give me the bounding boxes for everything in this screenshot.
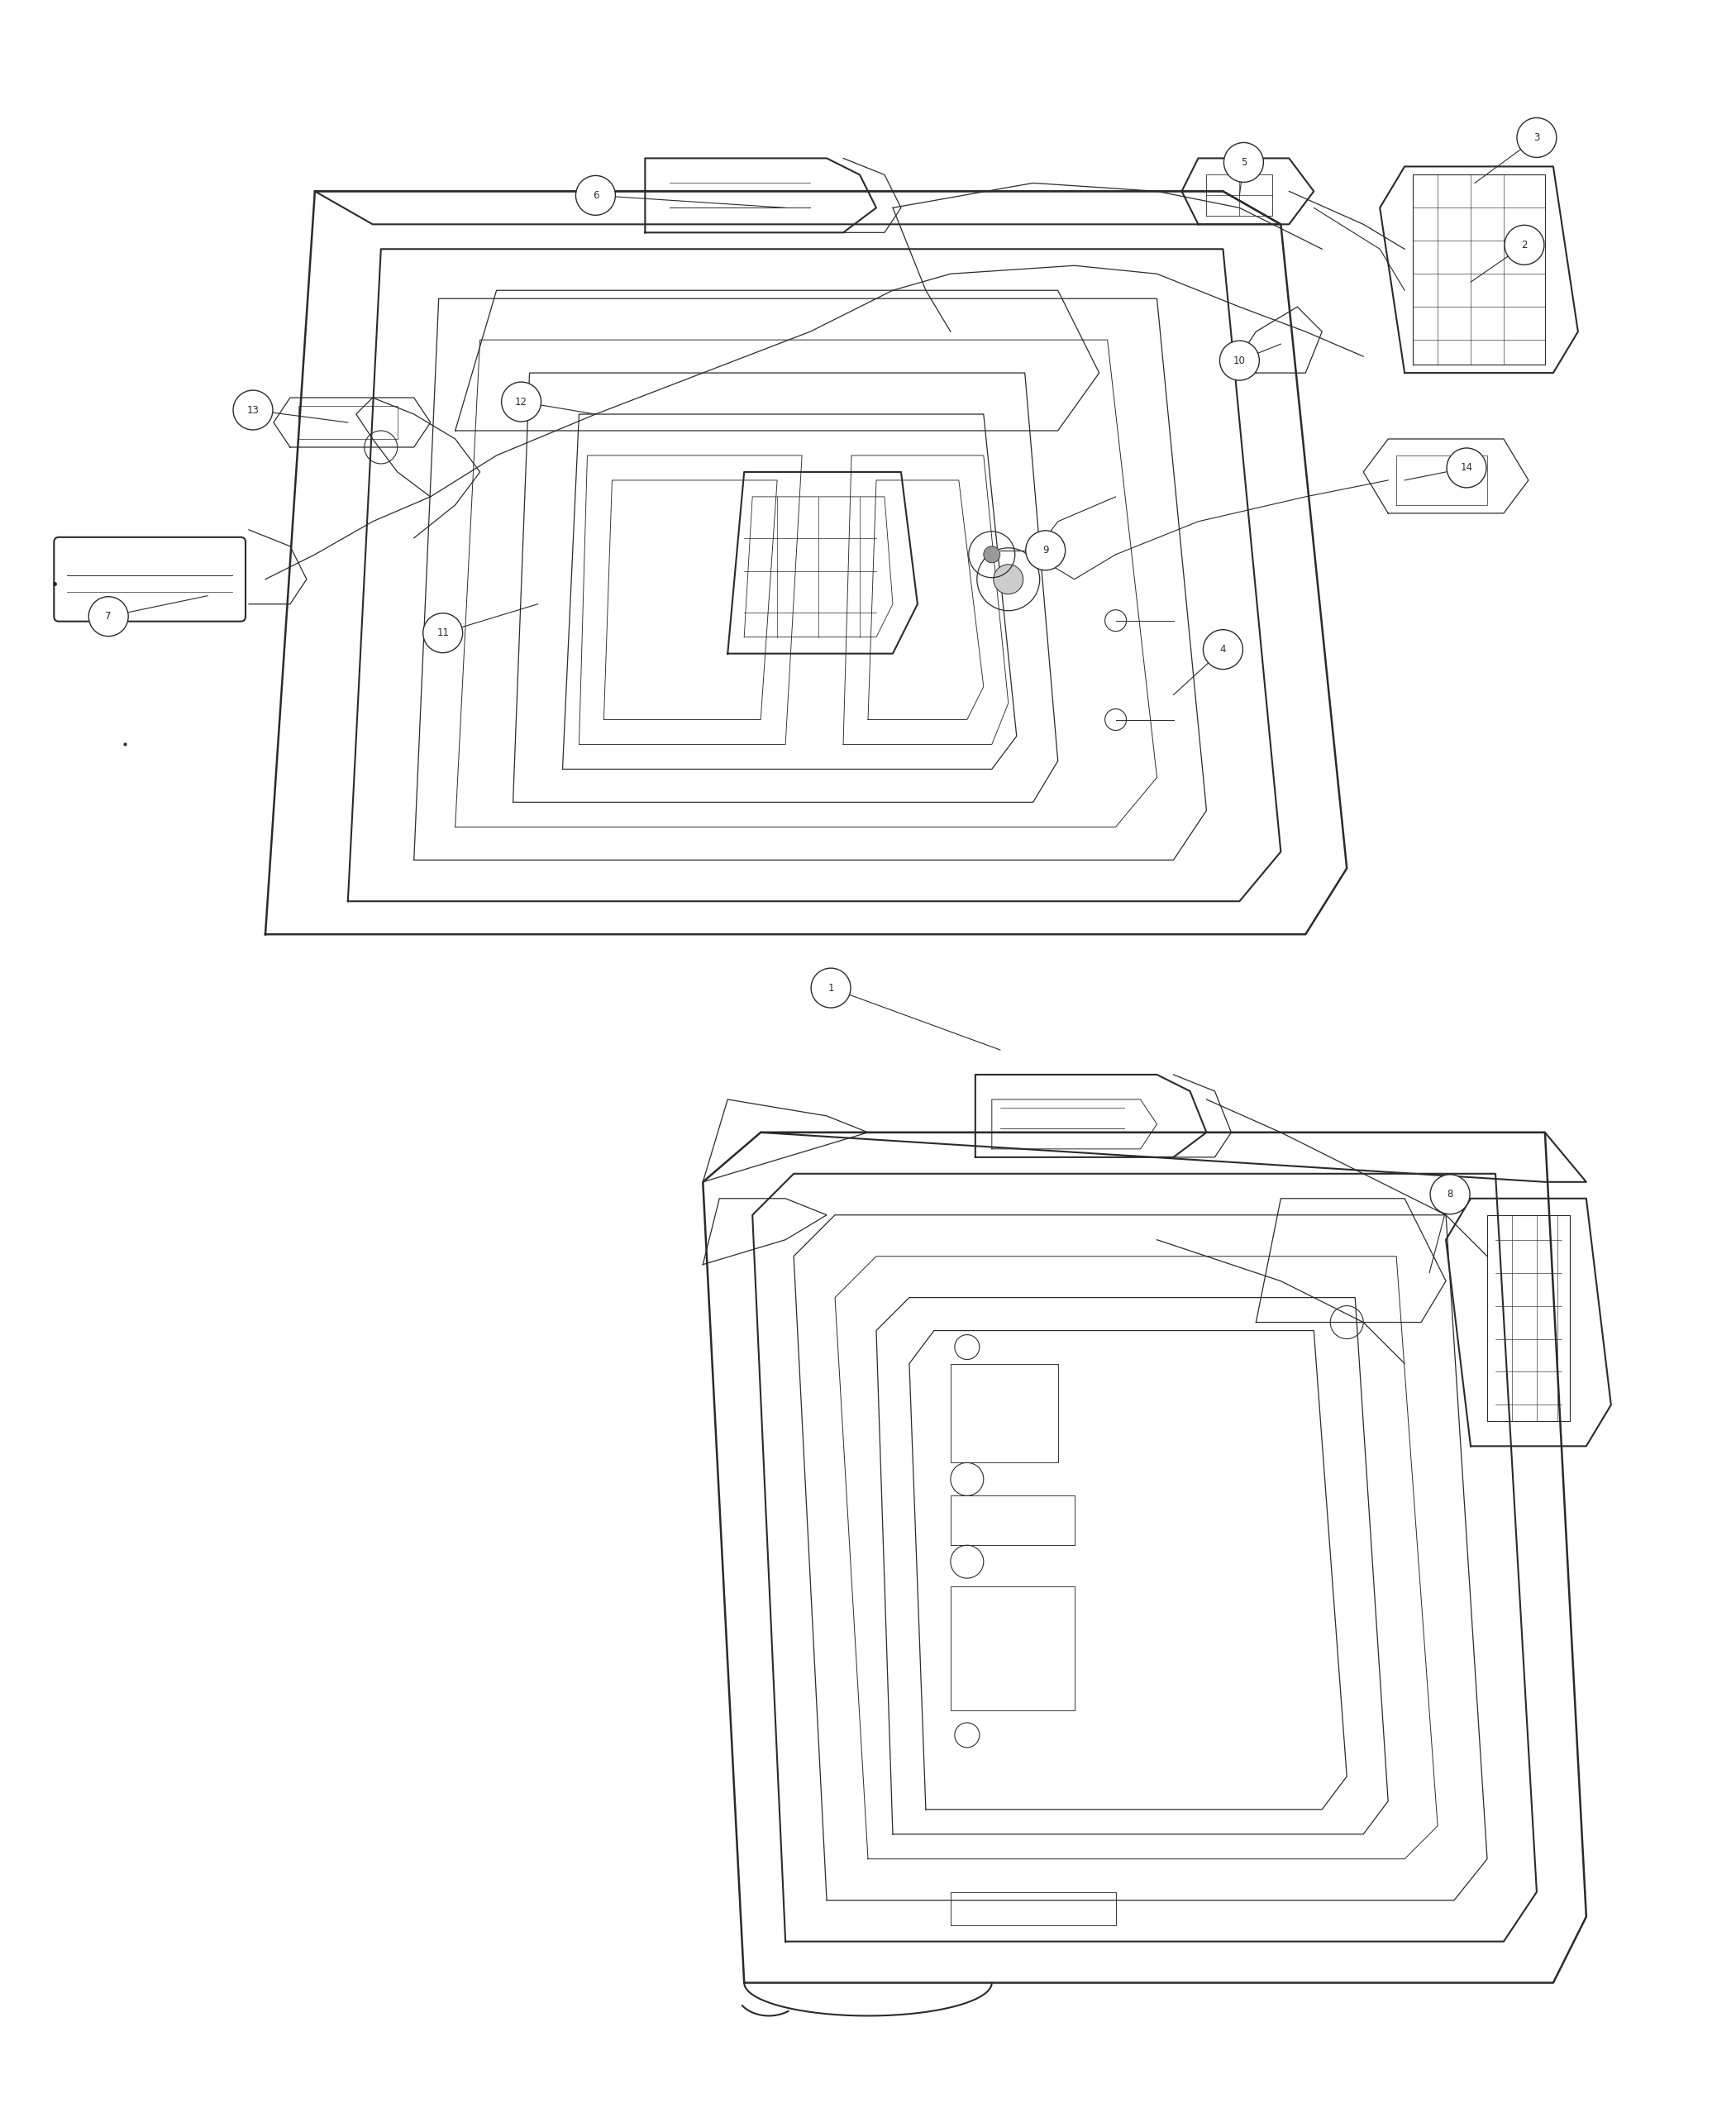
Text: 4: 4 [1220,645,1226,656]
Text: 8: 8 [1448,1189,1453,1199]
Circle shape [89,597,128,637]
Circle shape [424,613,462,653]
Text: 10: 10 [1233,354,1246,367]
Circle shape [576,175,615,215]
Circle shape [1430,1174,1470,1214]
Circle shape [1517,118,1557,158]
Circle shape [1446,449,1486,487]
Circle shape [1505,226,1543,266]
Circle shape [502,382,542,422]
Circle shape [1220,341,1259,379]
Text: 9: 9 [1042,546,1049,557]
Text: 3: 3 [1533,133,1540,143]
Text: 2: 2 [1521,240,1528,251]
Text: 13: 13 [247,405,259,415]
Circle shape [984,546,1000,563]
Circle shape [811,968,851,1008]
Circle shape [233,390,273,430]
Text: 11: 11 [437,628,450,639]
Text: 6: 6 [592,190,599,200]
Text: 14: 14 [1460,462,1472,472]
Circle shape [1203,630,1243,668]
Text: 7: 7 [106,611,111,622]
Circle shape [993,565,1023,594]
Circle shape [1224,143,1264,181]
Text: 12: 12 [516,396,528,407]
Circle shape [1026,531,1066,571]
Text: 1: 1 [828,982,833,993]
Text: 5: 5 [1241,156,1246,169]
